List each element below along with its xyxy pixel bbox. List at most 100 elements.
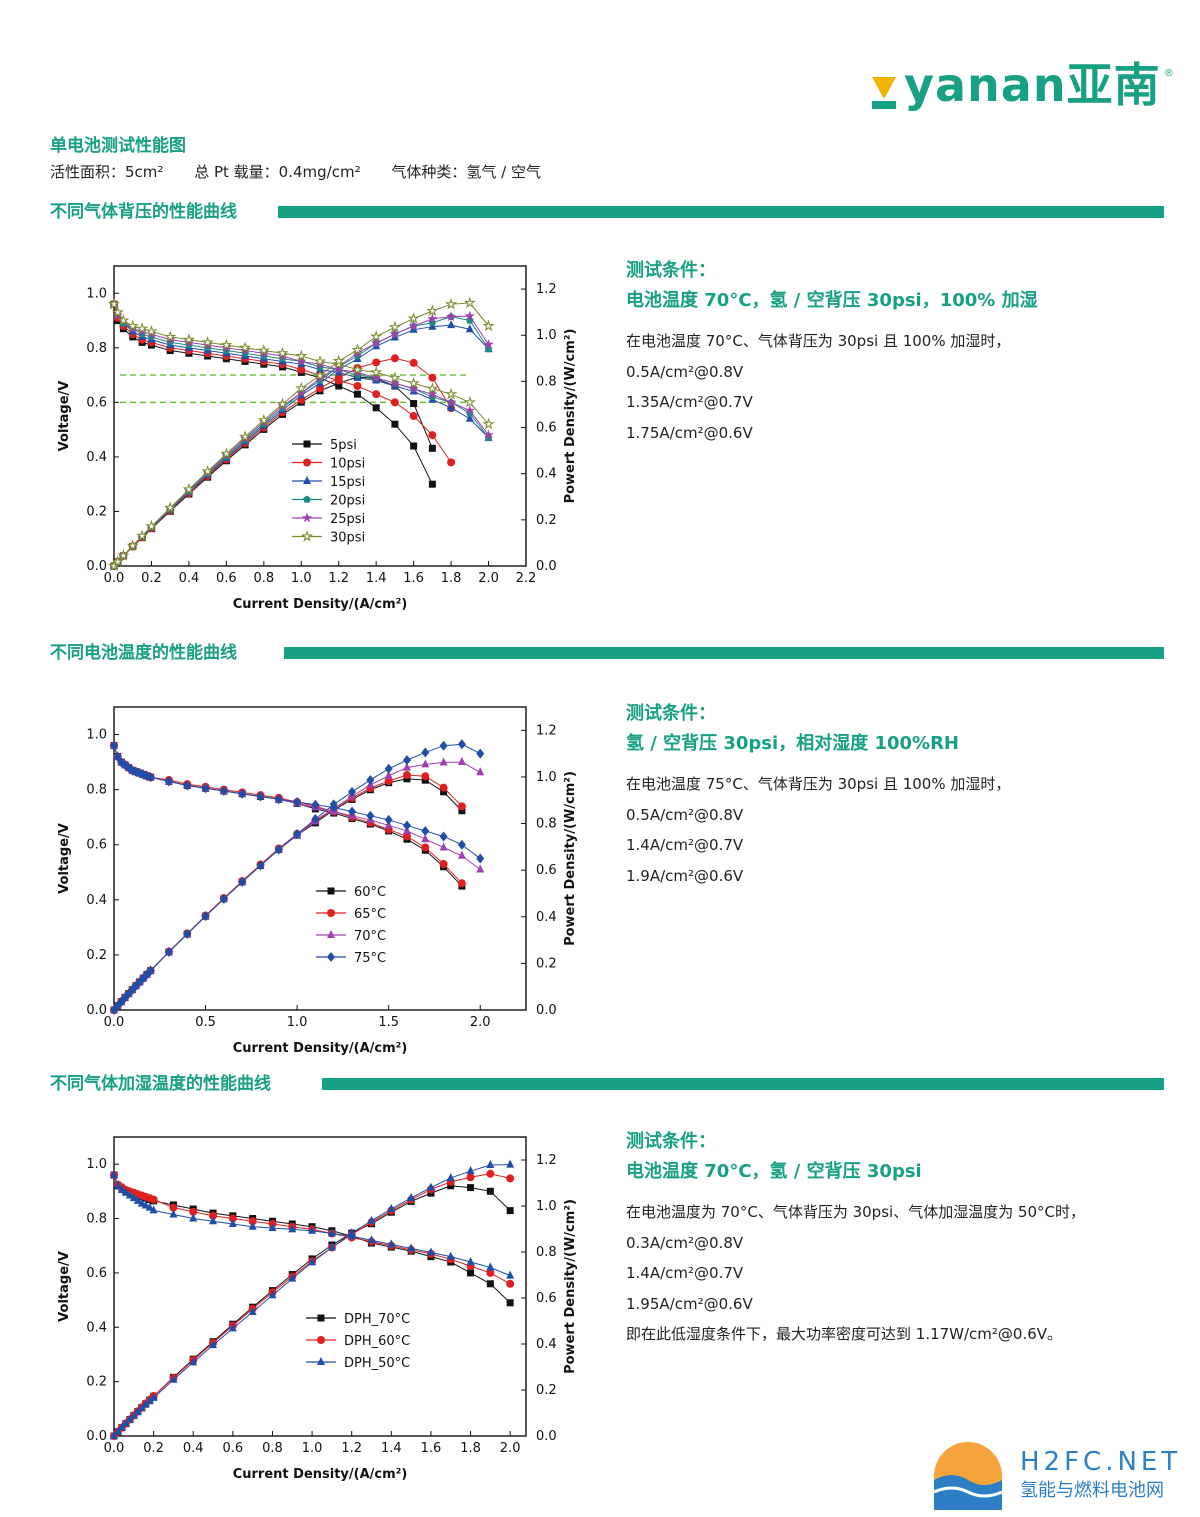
plot-frame: [113, 265, 527, 567]
legend-marker: [327, 887, 335, 895]
power-point: [407, 312, 420, 324]
x-axis-label: Current Density/(A/cm²): [233, 1041, 408, 1056]
voltage-point: [351, 363, 364, 375]
voltage-point: [308, 1225, 317, 1234]
section-heading-2: 不同电池温度的性能曲线: [50, 641, 1164, 665]
power-point: [351, 343, 364, 356]
y-tick-label: 0.8: [86, 341, 107, 356]
voltage-point: [353, 382, 362, 390]
voltage-point: [120, 759, 129, 770]
power-point: [293, 829, 302, 840]
power-point: [458, 807, 466, 815]
voltage-point: [465, 413, 474, 422]
voltage-point: [313, 355, 327, 367]
power-point: [402, 762, 411, 771]
power-point: [486, 1160, 495, 1169]
voltage-point: [482, 417, 495, 430]
power-point: [348, 786, 357, 797]
logo-mark: [872, 77, 896, 99]
section-heading-label: 不同气体加湿温度的性能曲线: [50, 1072, 279, 1096]
power-point: [276, 397, 289, 410]
voltage-point: [444, 387, 458, 400]
x-tick-label: 0.4: [183, 1441, 204, 1456]
power-point: [169, 1374, 178, 1383]
power-point: [113, 1426, 122, 1435]
x-tick-label: 0.6: [223, 1441, 244, 1456]
section-heading-3: 不同气体加湿温度的性能曲线: [50, 1072, 1164, 1096]
voltage-point: [295, 349, 308, 362]
voltage-point: [117, 757, 126, 768]
series-DPH_50°C: [110, 1159, 515, 1439]
voltage-point: [121, 1187, 130, 1196]
series-DPH_60°C: [110, 1169, 515, 1440]
legend-label: 70°C: [354, 929, 386, 944]
voltage-point: [149, 1195, 158, 1204]
legend: DPH_70°C DPH_60°C DPH_50°C: [306, 1312, 410, 1371]
y2-tick-label: 0.6: [536, 1291, 557, 1306]
conditions-line: 0.3A/cm²@0.8V: [626, 1233, 744, 1252]
voltage-point: [447, 458, 456, 467]
y2-tick-label: 0.4: [536, 467, 557, 482]
voltage-point: [476, 864, 485, 873]
series-75°C: [110, 739, 485, 1015]
y2-tick-label: 1.0: [536, 328, 557, 343]
legend-marker: [327, 930, 335, 938]
x-tick-label: 0.0: [104, 571, 125, 586]
x-axis-label: Current Density/(A/cm²): [233, 1467, 408, 1482]
y2-tick-label: 0.4: [536, 1337, 557, 1352]
power-point: [313, 369, 327, 381]
x-tick-label: 2.0: [478, 571, 499, 586]
voltage-point: [268, 1223, 277, 1232]
x-tick-label: 0.5: [195, 1015, 216, 1030]
power-point: [164, 946, 173, 957]
voltage-point: [367, 1235, 376, 1244]
voltage-point: [135, 322, 149, 334]
power-point: [288, 1273, 297, 1282]
power-point: [128, 984, 137, 995]
y2-tick-label: 0.2: [536, 1383, 557, 1398]
power-point: [189, 1357, 198, 1366]
power-point: [389, 328, 401, 339]
y-tick-label: 0.6: [86, 838, 107, 853]
power-point: [426, 313, 438, 324]
voltage-point: [426, 1247, 435, 1256]
voltage-point: [439, 842, 448, 851]
voltage-point: [149, 1205, 158, 1214]
legend-marker: [317, 1314, 325, 1322]
legend-label: DPH_50°C: [344, 1356, 410, 1371]
x-axis-label: Current Density/(A/cm²): [233, 597, 408, 612]
y-tick-label: 1.0: [86, 728, 107, 743]
power-point: [384, 763, 393, 774]
power-point: [201, 911, 210, 922]
power-point: [347, 1228, 356, 1237]
section-bar: [278, 206, 1164, 218]
y2-tick-label: 1.2: [536, 1153, 557, 1168]
y2-tick-label: 1.0: [536, 1199, 557, 1214]
conditions-line: 1.95A/cm²@0.6V: [626, 1294, 753, 1313]
y2-tick-label: 1.2: [536, 723, 557, 738]
voltage-point: [467, 1269, 475, 1277]
power-point: [439, 757, 448, 766]
voltage-point: [219, 786, 228, 797]
conditions-subtitle: 电池温度 70°C，氢 / 空背压 30psi，100% 加湿: [626, 290, 1038, 311]
logo-text: yanan亚南: [904, 58, 1161, 112]
section-heading-label: 不同气体背压的性能曲线: [50, 200, 245, 224]
power-line: [113, 376, 433, 567]
voltage-point: [189, 1213, 198, 1222]
power-point: [384, 777, 393, 786]
section-heading-1: 不同气体背压的性能曲线: [50, 200, 1164, 224]
conditions-line: 在电池温度 70°C、气体背压为 30psi 且 100% 加湿时，: [626, 332, 1011, 350]
voltage-point: [297, 365, 306, 374]
power-point: [201, 464, 214, 477]
power-point: [163, 501, 177, 514]
power-point: [257, 413, 271, 426]
voltage-point: [288, 1224, 297, 1233]
power-point: [402, 755, 411, 766]
conditions-line: 1.9A/cm²@0.6V: [626, 866, 744, 885]
power-point: [466, 1173, 475, 1182]
legend-marker: [303, 476, 311, 484]
power-point: [228, 1323, 237, 1332]
power-point: [506, 1159, 515, 1168]
y2-tick-label: 1.2: [536, 282, 557, 297]
legend-label: 15psi: [330, 475, 365, 490]
